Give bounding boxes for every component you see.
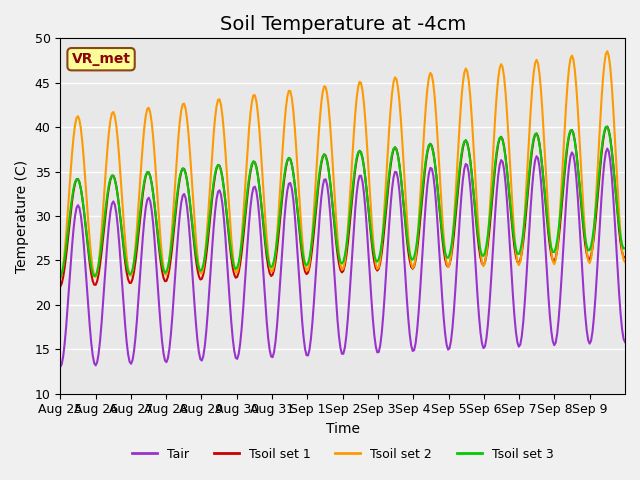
Tsoil set 1	[56, 284, 64, 289]
Tsoil set 2	[621, 259, 629, 265]
Tsoil set 1	[543, 215, 550, 221]
Tsoil set 1	[459, 145, 467, 151]
Tsoil set 1	[621, 254, 629, 260]
X-axis label: Time: Time	[326, 422, 360, 436]
Tsoil set 1	[76, 180, 83, 185]
Tsoil set 2	[347, 180, 355, 186]
Tsoil set 3	[76, 180, 83, 186]
Tair	[621, 339, 629, 345]
Tsoil set 3	[459, 144, 467, 149]
Tsoil set 3	[56, 275, 64, 280]
Y-axis label: Temperature (C): Temperature (C)	[15, 159, 29, 273]
Tsoil set 3	[543, 212, 550, 217]
Line: Tsoil set 2: Tsoil set 2	[60, 51, 625, 278]
Tsoil set 3	[618, 242, 626, 248]
Tair	[618, 326, 626, 332]
Tsoil set 2	[604, 48, 611, 54]
Tair	[459, 177, 467, 183]
Tair	[56, 364, 64, 370]
Tsoil set 2	[618, 248, 626, 253]
Tsoil set 3	[347, 203, 355, 209]
Tsoil set 1	[618, 249, 626, 255]
Line: Tsoil set 3: Tsoil set 3	[60, 127, 625, 277]
Tsoil set 2	[459, 81, 467, 86]
Tair	[543, 269, 550, 275]
Tsoil set 1	[347, 211, 355, 216]
Tsoil set 1	[93, 278, 101, 284]
Legend: Tair, Tsoil set 1, Tsoil set 2, Tsoil set 3: Tair, Tsoil set 1, Tsoil set 2, Tsoil se…	[127, 443, 559, 466]
Tsoil set 2	[76, 117, 83, 123]
Tsoil set 3	[602, 124, 610, 130]
Tsoil set 2	[93, 270, 101, 276]
Tsoil set 2	[543, 187, 550, 192]
Tsoil set 3	[93, 269, 101, 275]
Tsoil set 1	[604, 124, 611, 130]
Text: VR_met: VR_met	[72, 52, 131, 66]
Tair	[93, 360, 101, 365]
Title: Soil Temperature at -4cm: Soil Temperature at -4cm	[220, 15, 466, 34]
Tsoil set 2	[56, 275, 64, 281]
Tair	[347, 274, 355, 279]
Tair	[604, 146, 611, 152]
Line: Tair: Tair	[60, 149, 625, 367]
Tsoil set 3	[621, 245, 629, 251]
Tair	[76, 205, 83, 211]
Line: Tsoil set 1: Tsoil set 1	[60, 127, 625, 287]
